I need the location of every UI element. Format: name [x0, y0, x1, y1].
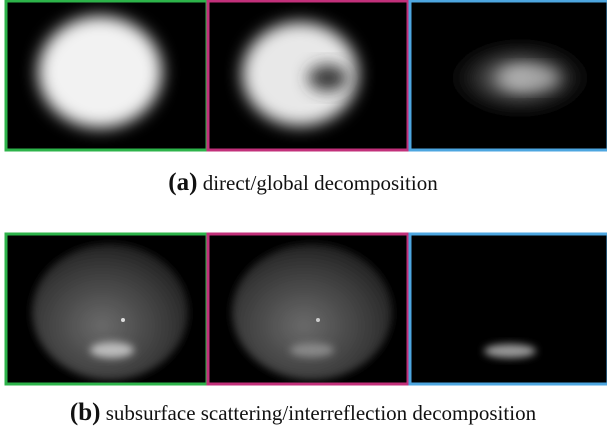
- caption-b: (b) subsurface scattering/interreflectio…: [70, 399, 537, 426]
- panel-interreflection-b: [408, 232, 607, 386]
- caption-text: subsurface scattering/interreflection de…: [106, 401, 537, 425]
- row-a-images: [4, 0, 607, 152]
- caption-a: (a) direct/global decomposition: [168, 169, 438, 196]
- caption-label: (b): [70, 399, 101, 426]
- caption-text: direct/global decomposition: [203, 171, 439, 195]
- row-b-images: [4, 232, 607, 386]
- caption-label: (a): [168, 169, 197, 196]
